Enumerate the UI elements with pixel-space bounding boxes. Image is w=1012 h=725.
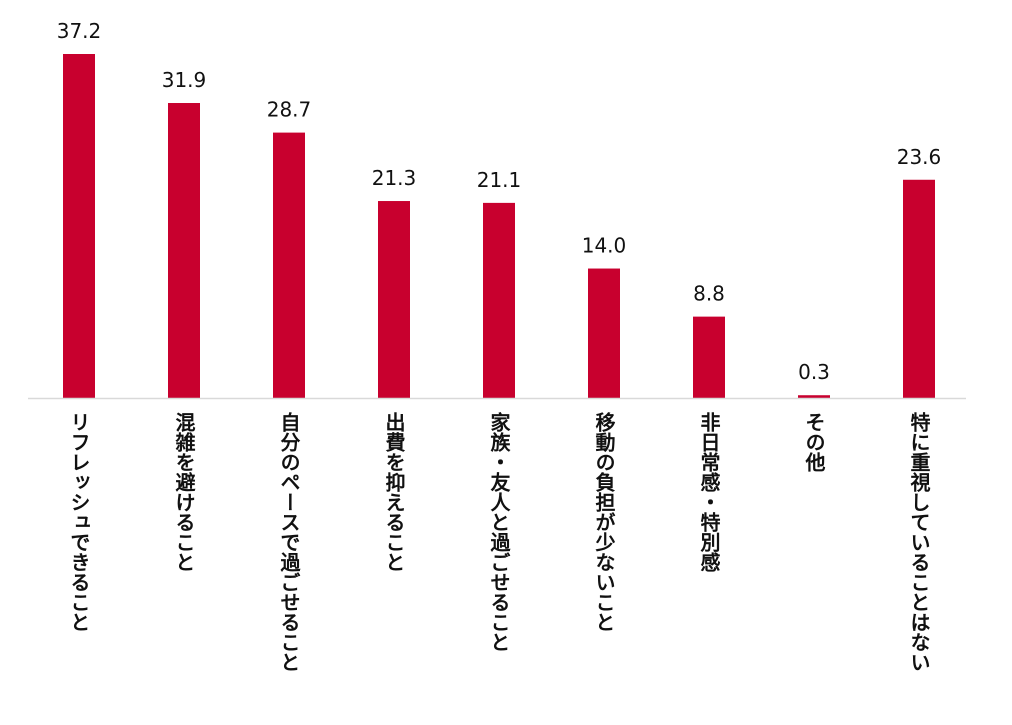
data-label: 31.9 (162, 68, 207, 92)
category-label: リフレッシュできること (67, 412, 91, 632)
category-label: その他 (802, 412, 826, 472)
bar (378, 201, 410, 398)
bar (63, 54, 95, 398)
category-label: 特に重視していることはない (907, 411, 931, 672)
data-label: 21.1 (477, 168, 522, 192)
bar (168, 103, 200, 399)
data-label: 21.3 (372, 166, 417, 190)
value-labels-group: 37.2 31.9 28.7 21.3 21.1 14.0 8.8 0.3 23.6 (57, 19, 942, 384)
data-label: 28.7 (267, 98, 312, 122)
data-label: 37.2 (57, 19, 102, 43)
data-label: 23.6 (897, 145, 942, 169)
category-label: 自分のペースで過ごせること (277, 411, 301, 672)
data-label: 8.8 (693, 282, 725, 306)
bar (588, 268, 620, 398)
data-label: 0.3 (798, 360, 830, 384)
category-label: 移動の負担が少ないこと (592, 412, 616, 632)
bar (903, 179, 935, 398)
bar (798, 395, 830, 398)
category-label: 混雑を避けること (172, 412, 196, 572)
bars-group (63, 54, 935, 399)
category-label: 非日常感・特別感 (697, 412, 721, 572)
bar (483, 202, 515, 398)
bar (273, 132, 305, 398)
category-label: 家族・友人と過ごせること (487, 411, 511, 652)
category-labels-group: リフレッシュできること 混雑を避けること 自分のペースで過ごせること 出費を抑えること… (67, 411, 931, 672)
bar (693, 316, 725, 398)
category-label: 出費を抑えること (382, 412, 406, 572)
data-label: 14.0 (582, 234, 627, 258)
